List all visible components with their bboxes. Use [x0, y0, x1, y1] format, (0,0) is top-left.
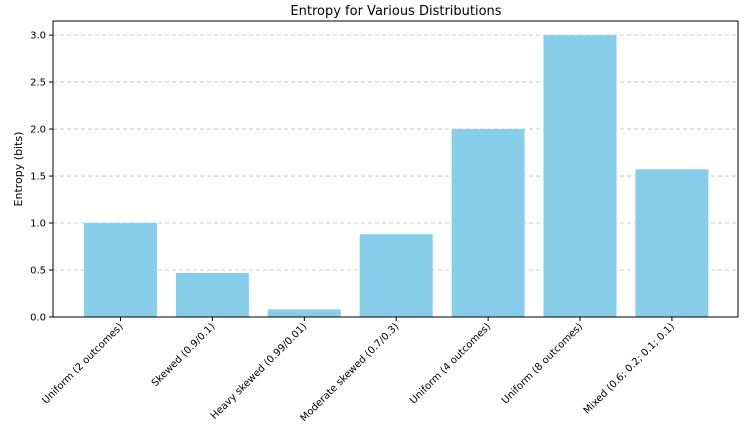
y-tick-label: 1.5	[30, 172, 46, 183]
x-tick-label: Mixed (0.6; 0.2; 0.1; 0.1)	[582, 321, 677, 416]
y-tick-label: 1.0	[30, 219, 46, 230]
y-tick-label: 0.5	[30, 266, 46, 277]
x-tick-label: Uniform (2 outcomes)	[41, 321, 126, 406]
x-ticks: Uniform (2 outcomes) Skewed (0.9/0.1)Heav…	[41, 317, 677, 424]
y-tick-label: 2.0	[30, 125, 46, 136]
bar	[635, 169, 709, 317]
x-tick-label: Uniform (8 outcomes)	[500, 321, 585, 406]
bar	[267, 309, 341, 317]
bar	[359, 234, 433, 317]
plot-frame	[52, 20, 739, 318]
y-axis-label: Entropy (bits)	[12, 132, 25, 207]
chart-title: Entropy for Various Distributions	[290, 4, 501, 19]
x-tick-label: Uniform (4 outcomes)	[408, 321, 493, 406]
x-tick-label: Skewed (0.9/0.1)	[150, 321, 218, 389]
y-tick-label: 0.0	[30, 313, 46, 324]
x-tick-label: Moderate skewed (0.7/0.3)	[299, 321, 402, 424]
y-gridlines	[53, 34, 738, 318]
bar	[451, 129, 525, 317]
y-ticks: 0.0 0.5 1.0 1.5 2.0 2.5 3.0	[30, 31, 53, 324]
y-tick-label: 2.5	[30, 78, 46, 89]
bars-group	[84, 35, 709, 317]
bar	[175, 272, 249, 317]
bar	[84, 223, 157, 317]
bar	[543, 35, 617, 317]
y-tick-label: 3.0	[30, 31, 46, 42]
x-tick-label: Heavy skewed (0.99/0.01)	[209, 321, 310, 422]
